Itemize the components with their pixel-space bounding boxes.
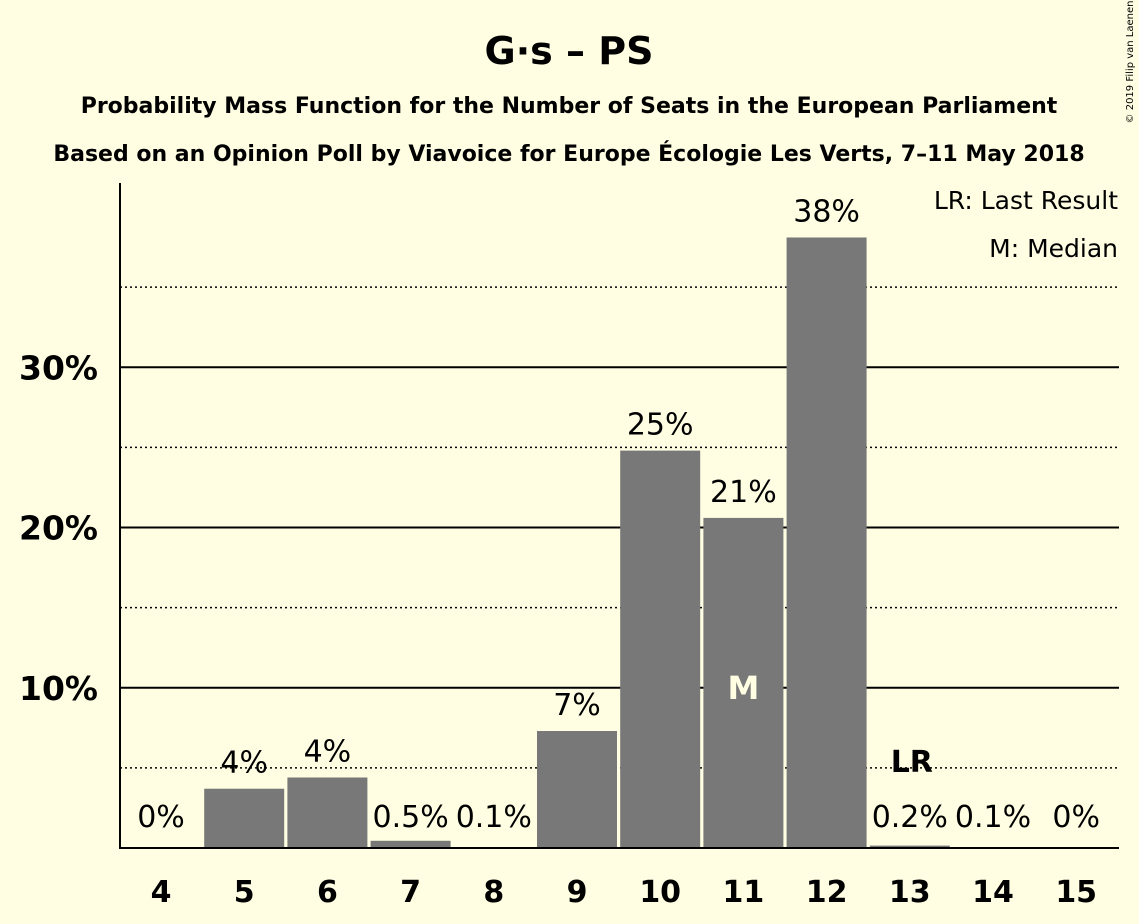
bar-12 xyxy=(786,237,867,848)
bar-value-label: 21% xyxy=(710,475,777,510)
bar-value-label: 0.1% xyxy=(456,800,532,835)
x-tick-label: 6 xyxy=(317,875,338,910)
gridlines xyxy=(120,286,1119,769)
bar-value-label: 4% xyxy=(220,746,268,781)
legend-last-result: LR: Last Result xyxy=(934,186,1118,215)
x-tick-label: 10 xyxy=(639,875,681,910)
y-tick-label: 30% xyxy=(19,348,98,387)
x-tick-label: 13 xyxy=(889,875,931,910)
chart-title: G·s – PS xyxy=(485,29,654,73)
y-tick-label: 10% xyxy=(19,669,98,708)
x-tick-label: 5 xyxy=(234,875,255,910)
bar-6 xyxy=(287,777,368,848)
bar-labels: 0%4% 4%0.5% 0.1%7%25%21%38%0.2% 0.1% 0% xyxy=(137,194,1100,835)
x-tick-label: 9 xyxy=(567,875,588,910)
bar-value-label: 0.5% xyxy=(372,800,448,835)
x-axis-ticks: 4 5 6 7 8 9 10 11 12 13 14 15 xyxy=(151,875,1098,910)
bar-7 xyxy=(370,840,451,848)
bar-value-label: 0% xyxy=(1052,800,1100,835)
x-tick-label: 7 xyxy=(400,875,421,910)
y-tick-label: 20% xyxy=(19,509,98,548)
bar-10 xyxy=(620,450,701,848)
bar-13 xyxy=(869,845,950,848)
x-tick-label: 11 xyxy=(723,875,765,910)
bar-11 xyxy=(703,517,784,848)
markers: M LR xyxy=(727,669,932,780)
x-tick-label: 15 xyxy=(1055,875,1097,910)
bar-value-label: 38% xyxy=(793,194,860,229)
bar-9 xyxy=(537,731,617,848)
bar-value-label: 0.2% xyxy=(872,800,948,835)
legend-median: M: Median xyxy=(989,234,1118,263)
bar-5 xyxy=(204,788,285,848)
x-tick-label: 12 xyxy=(806,875,848,910)
chart-subtitle-2: Based on an Opinion Poll by Viavoice for… xyxy=(53,141,1084,167)
y-axis-ticks: 10% 20% 30% xyxy=(19,348,98,707)
x-tick-label: 14 xyxy=(972,875,1014,910)
bar-value-label: 0.1% xyxy=(955,800,1031,835)
last-result-marker: LR xyxy=(891,745,933,780)
chart-subtitle-1: Probability Mass Function for the Number… xyxy=(81,94,1058,119)
bar-value-label: 0% xyxy=(137,800,185,835)
copyright-notice: © 2019 Filip van Laenen xyxy=(1125,1,1136,124)
bar-value-label: 4% xyxy=(304,734,352,769)
median-marker: M xyxy=(727,669,759,707)
bar-value-label: 25% xyxy=(627,408,694,443)
bar-value-label: 7% xyxy=(553,688,601,723)
x-tick-label: 8 xyxy=(483,875,504,910)
x-tick-label: 4 xyxy=(151,875,172,910)
